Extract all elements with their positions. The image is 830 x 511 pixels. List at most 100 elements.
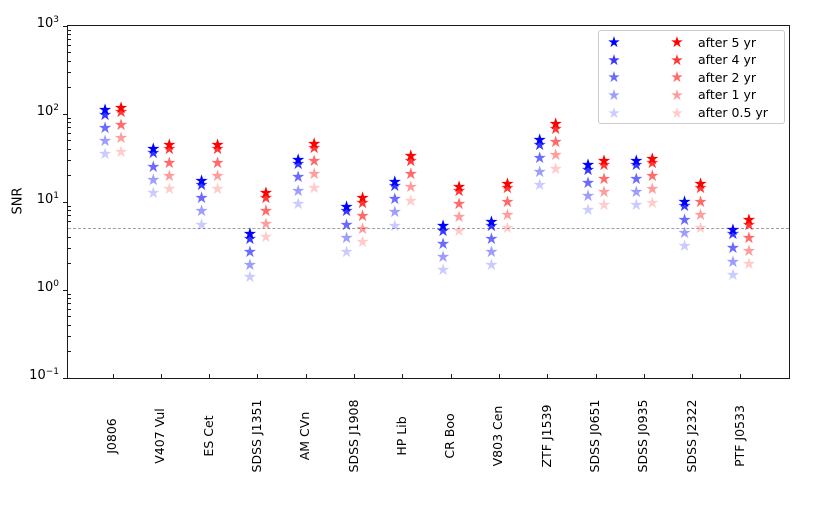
x-tick xyxy=(209,374,211,378)
legend-label: after 2 yr xyxy=(698,69,757,85)
star-marker: ★ xyxy=(548,114,563,134)
y-minor-tick xyxy=(68,210,71,212)
star-marker: ★ xyxy=(645,166,660,186)
y-tick-label: 101 xyxy=(12,192,59,207)
x-tick xyxy=(692,374,694,378)
y-tick-base: 10 xyxy=(36,104,54,119)
star-marker: ★ xyxy=(242,242,258,262)
y-minor-tick xyxy=(68,324,71,326)
x-tick-label: CR Boo xyxy=(441,413,457,459)
star-marker: ★ xyxy=(146,156,161,176)
x-tick xyxy=(112,374,114,378)
star-marker: ★ xyxy=(113,128,129,148)
y-minor-tick xyxy=(68,215,71,217)
star-marker: ★ xyxy=(532,147,547,167)
legend-label: after 0.5 yr xyxy=(698,104,768,120)
x-tick-label: V803 Cen xyxy=(490,405,506,467)
star-marker: ★ xyxy=(403,150,418,170)
x-tick xyxy=(740,374,742,378)
star-marker: ★ xyxy=(291,154,306,174)
y-tick-exponent: −1 xyxy=(45,367,59,377)
y-minor-tick xyxy=(68,34,71,36)
star-marker: ★ xyxy=(307,138,322,158)
star-marker: ★ xyxy=(355,205,370,225)
y-major-tick xyxy=(63,201,68,203)
star-marker: ★ xyxy=(596,168,612,188)
star-marker: ★ xyxy=(210,134,225,154)
star-marker: ★ xyxy=(403,177,418,197)
y-minor-tick xyxy=(68,236,71,238)
y-tick-base: 10 xyxy=(29,368,46,383)
star-marker: ★ xyxy=(484,242,499,262)
star-marker: ★ xyxy=(210,139,225,159)
y-minor-tick xyxy=(68,148,71,150)
star-marker: ★ xyxy=(97,100,113,120)
star-marker: ★ xyxy=(194,201,209,221)
x-tick xyxy=(354,374,355,378)
y-major-tick xyxy=(63,377,68,379)
y-minor-tick xyxy=(68,122,71,124)
legend-red-star-icon: ★ xyxy=(670,50,684,69)
legend: ★ ★ after 5 yr ★ ★ after 4 yr ★ ★ after 2 yr ★ ★ af… xyxy=(598,30,785,124)
star-marker: ★ xyxy=(629,155,644,175)
legend-label: after 5 yr xyxy=(698,34,757,50)
star-marker: ★ xyxy=(629,168,644,188)
x-tick xyxy=(595,374,597,378)
star-marker: ★ xyxy=(532,134,547,154)
star-marker: ★ xyxy=(146,139,161,159)
star-marker: ★ xyxy=(210,178,225,198)
star-marker: ★ xyxy=(258,183,274,203)
star-marker: ★ xyxy=(500,191,515,211)
star-marker: ★ xyxy=(194,175,209,194)
star-marker: ★ xyxy=(435,216,451,236)
star-marker: ★ xyxy=(162,165,177,185)
star-marker: ★ xyxy=(580,186,596,206)
star-marker: ★ xyxy=(113,141,129,161)
star-marker: ★ xyxy=(484,228,499,248)
y-minor-tick xyxy=(68,39,71,41)
x-tick xyxy=(498,374,500,378)
y-minor-tick xyxy=(68,309,71,311)
star-marker: ★ xyxy=(242,228,258,248)
y-minor-tick xyxy=(68,175,71,176)
star-marker: ★ xyxy=(677,209,692,229)
star-marker: ★ xyxy=(693,204,708,224)
star-marker: ★ xyxy=(532,161,547,181)
y-minor-tick xyxy=(68,133,71,135)
star-marker: ★ xyxy=(291,180,306,200)
star-marker: ★ xyxy=(580,160,596,180)
star-marker: ★ xyxy=(146,183,161,203)
y-tick-label: 102 xyxy=(12,104,59,119)
y-minor-tick xyxy=(68,335,71,337)
star-marker: ★ xyxy=(435,220,451,240)
star-marker: ★ xyxy=(162,152,177,172)
star-marker: ★ xyxy=(741,210,757,230)
star-marker: ★ xyxy=(741,240,757,260)
star-marker: ★ xyxy=(677,196,692,216)
legend-blue-star-icon: ★ xyxy=(607,68,621,87)
x-tick-label: HP Lib xyxy=(393,416,409,456)
y-tick-exponent: 3 xyxy=(53,15,59,25)
star-marker: ★ xyxy=(451,207,467,227)
star-marker: ★ xyxy=(258,214,274,234)
star-marker: ★ xyxy=(307,164,322,184)
star-marker: ★ xyxy=(387,215,402,235)
star-marker: ★ xyxy=(435,246,451,266)
star-marker: ★ xyxy=(693,217,708,237)
star-marker: ★ xyxy=(242,267,258,287)
x-tick-label: ZTF J1539 xyxy=(538,404,554,468)
x-tick xyxy=(450,374,452,378)
star-marker: ★ xyxy=(97,131,113,151)
star-marker: ★ xyxy=(113,97,129,117)
x-tick xyxy=(305,374,307,378)
star-marker: ★ xyxy=(532,174,547,194)
star-marker: ★ xyxy=(693,178,708,198)
star-marker: ★ xyxy=(97,104,113,124)
star-marker: ★ xyxy=(693,174,708,194)
star-marker: ★ xyxy=(162,139,177,159)
star-marker: ★ xyxy=(258,227,274,247)
x-tick-label: SDSS J0935 xyxy=(635,399,651,473)
y-minor-tick xyxy=(68,293,71,295)
star-marker: ★ xyxy=(387,202,402,222)
